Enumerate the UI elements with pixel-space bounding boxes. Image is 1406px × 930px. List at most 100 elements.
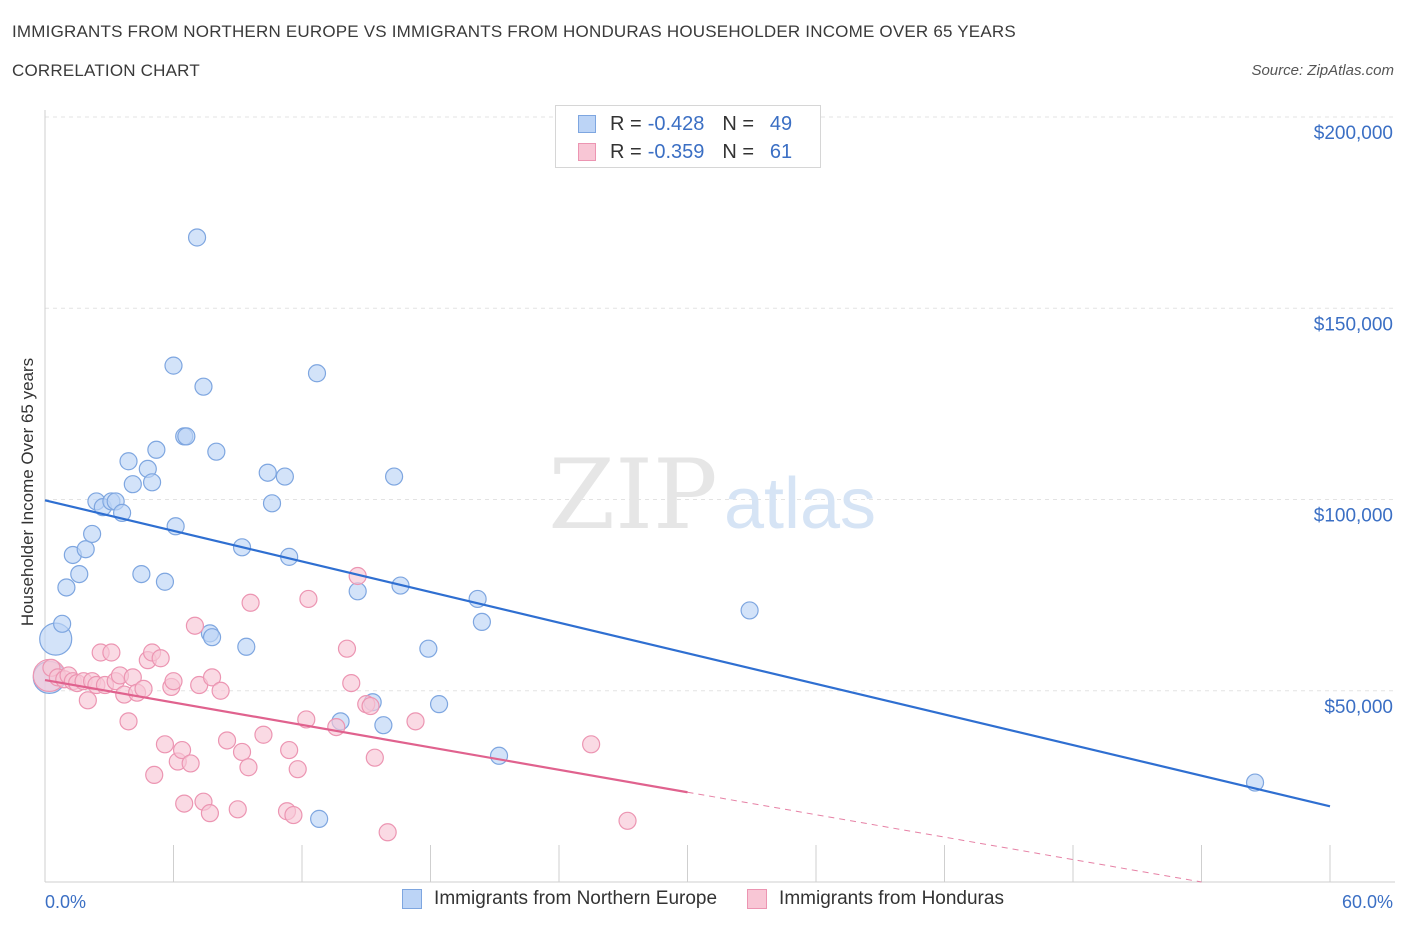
r-label: R = [610,140,642,163]
data-point-honduras [288,760,307,779]
trend-line-honduras [44,678,688,794]
data-point-honduras [228,800,247,819]
data-point-northern-europe [419,639,438,658]
data-point-honduras [239,758,258,777]
data-point-honduras [337,639,357,658]
n-label: N = [722,112,755,135]
data-point-northern-europe [53,614,72,633]
data-point-honduras [361,696,380,716]
data-point-northern-europe [348,582,367,601]
legend-label: Immigrants from Honduras [779,888,1004,909]
stats-box: R = -0.428 N = 49 R = -0.359 N = 61 [555,105,821,168]
data-point-honduras [232,742,252,762]
n-value: 61 [769,140,793,163]
data-point-northern-europe [132,564,151,584]
legend-item-honduras[interactable]: Immigrants from Honduras [747,888,1004,910]
source-credit: Source: ZipAtlas.com [1251,62,1394,79]
data-point-honduras [164,672,183,691]
watermark-zip: ZIP [548,439,717,551]
data-point-northern-europe [207,442,226,461]
data-point-northern-europe [429,695,449,714]
data-point-honduras [406,712,425,731]
data-point-northern-europe [489,746,509,765]
chart-title: IMMIGRANTS FROM NORTHERN EUROPE VS IMMIG… [12,22,1016,41]
data-point-honduras [297,710,316,729]
data-point-northern-europe [194,377,213,396]
data-point-honduras [102,643,121,662]
data-point-northern-europe [76,540,95,559]
data-point-northern-europe [164,356,183,375]
data-point-honduras [145,765,164,785]
y-tick-labels: $50,000 $100,000 $150,000 $200,000 [1314,123,1393,718]
data-point-honduras [134,679,153,698]
data-point-honduras [217,731,237,750]
n-label: N = [722,140,755,163]
legend-item-northern-europe[interactable]: Immigrants from Northern Europe [402,888,717,910]
data-point-honduras [181,754,200,773]
data-point-northern-europe [310,809,329,828]
data-point-northern-europe [142,473,162,492]
data-point-honduras [151,649,170,668]
data-point-northern-europe [374,716,393,735]
data-point-northern-europe [177,427,196,446]
x-tick-label-max: 60.0% [1341,892,1393,912]
data-point-honduras [155,735,175,754]
data-point-honduras [254,725,273,744]
data-point-northern-europe [384,467,404,486]
chart-subtitle: CORRELATION CHART [12,61,200,80]
y-tick-label: $150,000 [1314,314,1393,335]
legend-label: Immigrants from Northern Europe [434,888,718,909]
trend-lines [44,499,1331,883]
data-point-northern-europe [187,228,207,247]
data-point-honduras [202,668,222,687]
data-point-honduras [618,811,637,830]
data-point-honduras [185,616,205,635]
axes [44,110,1395,883]
data-point-honduras [284,805,303,825]
n-value: 49 [769,112,793,135]
data-point-honduras [200,804,220,823]
y-tick-label: $50,000 [1324,697,1393,718]
y-tick-label: $100,000 [1314,506,1393,527]
r-label: R = [610,112,642,135]
data-point-northern-europe [275,467,294,486]
data-point-northern-europe [123,475,142,494]
data-point-northern-europe [119,452,138,471]
stats-row-honduras: R = -0.359 N = 61 [578,140,792,164]
data-point-honduras [78,691,97,710]
data-point-honduras [172,740,192,760]
data-point-northern-europe [83,524,102,544]
data-point-honduras [342,673,361,693]
data-point-honduras [119,712,138,731]
data-point-honduras [211,681,230,700]
data-point-honduras [175,794,194,813]
data-point-northern-europe [155,572,175,591]
pink-swatch-icon [578,143,596,161]
data-point-northern-europe [57,578,76,597]
data-point-honduras [582,735,601,754]
pink-swatch-icon [747,889,768,909]
legend: Immigrants from Northern Europe Immigran… [0,888,1406,910]
stats-row-northern-europe: R = -0.428 N = 49 [578,112,792,136]
data-point-honduras [280,740,299,760]
data-point-northern-europe [307,364,327,383]
series-honduras [32,566,637,842]
trend-line-honduras-projection [687,791,1202,883]
data-point-northern-europe [202,628,222,647]
r-value: -0.359 [647,140,705,163]
data-point-northern-europe [262,494,282,513]
data-point-northern-europe [147,440,166,459]
data-point-honduras [365,748,384,767]
blue-swatch-icon [402,889,423,909]
r-value: -0.428 [647,112,705,135]
x-tick-label-min: 0.0% [45,892,87,912]
data-point-northern-europe [70,564,89,584]
watermark-atlas: atlas [724,464,876,544]
data-point-northern-europe [472,612,491,632]
data-point-honduras [299,589,318,609]
data-point-honduras [378,823,397,842]
data-point-northern-europe [258,463,277,482]
data-point-northern-europe [740,601,759,620]
watermark: ZIP atlas [548,439,876,551]
